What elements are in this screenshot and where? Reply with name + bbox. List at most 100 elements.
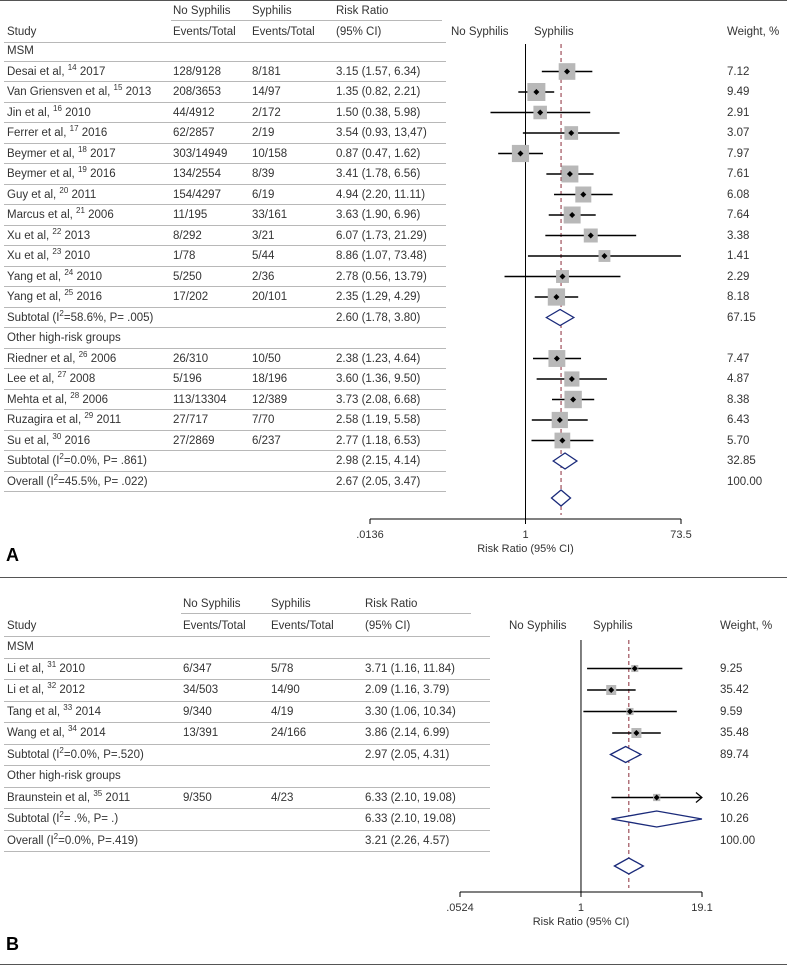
panelA-row-rule xyxy=(4,327,446,328)
panelB-weight-cell: 89.74 xyxy=(720,748,749,761)
panelA-rr-cell: 3.41 (1.78, 6.56) xyxy=(336,168,421,180)
panelA-syph-cell: 6/19 xyxy=(252,188,275,201)
panelB-rr-cell: 3.71 (1.16, 11.84) xyxy=(365,662,455,675)
study-year: 2016 xyxy=(81,127,108,139)
panelA-rr-cell: 3.63 (1.90, 6.96) xyxy=(336,209,421,221)
study-ref: 32 xyxy=(47,681,57,691)
panelA-weight-cell: 2.29 xyxy=(727,270,750,283)
panelA-weight-cell: 3.38 xyxy=(727,229,750,242)
study-year: 2006 xyxy=(90,352,117,365)
panelA-row-rule xyxy=(4,122,446,123)
panelB-point-estimate xyxy=(626,708,633,715)
panelB-summary-label: Subtotal (I2=0.0%, P=.520) xyxy=(7,745,144,762)
panelA-summary-diamond xyxy=(545,308,576,327)
study-ref: 19 xyxy=(77,165,87,175)
study-name: Li et al, xyxy=(7,662,45,675)
panelB-row-rule xyxy=(4,679,490,680)
panelA-nosyph-cell: 154/4297 xyxy=(173,188,221,201)
panelA-study-label: Xu et al, 22 2013 xyxy=(7,227,90,243)
panelA-study-label: Jin et al, 16 2010 xyxy=(7,103,91,120)
i-squared-sup: 2 xyxy=(59,745,64,755)
panelB-weight-cell: 35.42 xyxy=(720,684,749,696)
panelA-study-label: Marcus et al, 21 2006 xyxy=(7,207,114,222)
panelA-nosyph-cell: 27/717 xyxy=(173,414,209,426)
panelA-syph-cell: 10/50 xyxy=(252,352,281,365)
study-name: Xu et al, xyxy=(7,229,50,242)
panelB-rr-cell: 6.33 (2.10, 19.08) xyxy=(365,813,456,825)
bottom-rule xyxy=(0,964,787,965)
panelA-weight-cell: 6.43 xyxy=(727,414,750,426)
panelB-row-rule xyxy=(4,657,490,659)
panelA-rr-cell: 2.35 (1.29, 4.29) xyxy=(336,291,421,303)
panelB-syph-cell: 5/78 xyxy=(271,662,294,675)
panelA-row-rule xyxy=(4,265,446,267)
panelA-nosyph-cell: 5/250 xyxy=(173,270,202,283)
study-year: 2010 xyxy=(65,106,91,119)
panelA-row-rule xyxy=(4,204,446,205)
summary-name: Overall (I xyxy=(7,834,54,847)
i-squared-sup: 2 xyxy=(59,452,64,462)
panelA-rr-cell: 2.67 (2.05, 3.47) xyxy=(336,475,421,488)
study-ref: 23 xyxy=(52,247,62,257)
panelB-nosyph-cell: 13/391 xyxy=(183,727,219,739)
panelA-point-estimate xyxy=(537,109,544,116)
panelA-point-estimate xyxy=(587,232,594,239)
panelB-study-label: Li et al, 31 2010 xyxy=(7,660,85,676)
study-year: 2010 xyxy=(64,250,91,262)
panelA-group-label: MSM xyxy=(7,45,34,57)
study-year: 2016 xyxy=(64,434,91,447)
panelA-point-estimate xyxy=(564,68,571,75)
panelA-header-syph-bottom: Events/Total xyxy=(252,26,315,38)
panelA-weight-cell: 2.91 xyxy=(727,106,750,119)
panelA-study-label: Ruzagira et al, 29 2011 xyxy=(7,412,121,427)
panelA-header-mid-rule xyxy=(171,20,442,21)
panelB-nosyph-cell: 9/340 xyxy=(183,705,212,718)
study-year: 2008 xyxy=(69,373,96,385)
panelA-nosyph-cell: 27/2869 xyxy=(173,434,215,447)
panelB-weight-cell: 35.48 xyxy=(720,727,749,739)
panelA-row-rule xyxy=(4,409,446,410)
study-ref: 35 xyxy=(93,788,103,798)
panelB-header-weight: Weight, % xyxy=(720,620,773,632)
panelB-header-syph-top: Syphilis xyxy=(271,598,311,610)
study-ref: 17 xyxy=(69,124,79,134)
panelB-header-bottom-rule xyxy=(4,636,490,637)
panelB-header-plot-right: Syphilis xyxy=(593,620,633,632)
panelA-nosyph-cell: 8/292 xyxy=(173,229,202,242)
study-ref: 16 xyxy=(53,103,62,113)
panelA-header-plot-left: No Syphilis xyxy=(451,26,509,38)
study-name: Ruzagira et al, xyxy=(7,414,82,426)
panelA-study-label: Mehta et al, 28 2006 xyxy=(7,391,108,407)
i-squared-sup: 2 xyxy=(53,831,59,841)
panelA-study-label: Desai et al, 14 2017 xyxy=(7,63,105,79)
panelA-nosyph-cell: 11/195 xyxy=(173,209,208,221)
panelB-summary-diamond xyxy=(609,745,643,764)
panelA-weight-cell: 4.87 xyxy=(727,373,750,385)
panelA-row-rule xyxy=(4,450,446,451)
panelB-x-tick-label: 1 xyxy=(578,902,584,914)
study-name: Tang et al, xyxy=(7,705,61,718)
panelB-group-label: Other high-risk groups xyxy=(7,770,121,782)
study-name: Guy et al, xyxy=(7,188,57,201)
panelA-row-rule xyxy=(4,286,446,287)
panelA-nosyph-cell: 134/2554 xyxy=(173,168,221,180)
panelB-summary-label: Subtotal (I2= .%, P= .) xyxy=(7,811,118,826)
panelB-row-rule xyxy=(4,743,490,745)
panelA-nosyph-cell: 113/13304 xyxy=(173,393,227,406)
panelA-point-estimate xyxy=(533,89,540,95)
study-year: 2016 xyxy=(76,291,103,303)
panelB-syph-cell: 24/166 xyxy=(271,727,307,739)
study-name: Beymer et al, xyxy=(7,147,75,160)
panelA-header-study: Study xyxy=(7,26,37,38)
panelA-point-estimate xyxy=(568,130,575,136)
panelA-point-estimate xyxy=(570,396,577,403)
study-name: Li et al, xyxy=(7,684,45,696)
panelA-x-tick-label: .0136 xyxy=(356,529,384,541)
panelB-header-nosyph-top: No Syphilis xyxy=(183,598,241,610)
panelB-rr-cell: 3.30 (1.06, 10.34) xyxy=(365,705,456,718)
study-ref: 20 xyxy=(59,185,69,195)
panelA-syph-cell: 3/21 xyxy=(252,229,275,242)
study-ref: 26 xyxy=(78,349,88,359)
panelA-group-label: Other high-risk groups xyxy=(7,332,121,344)
